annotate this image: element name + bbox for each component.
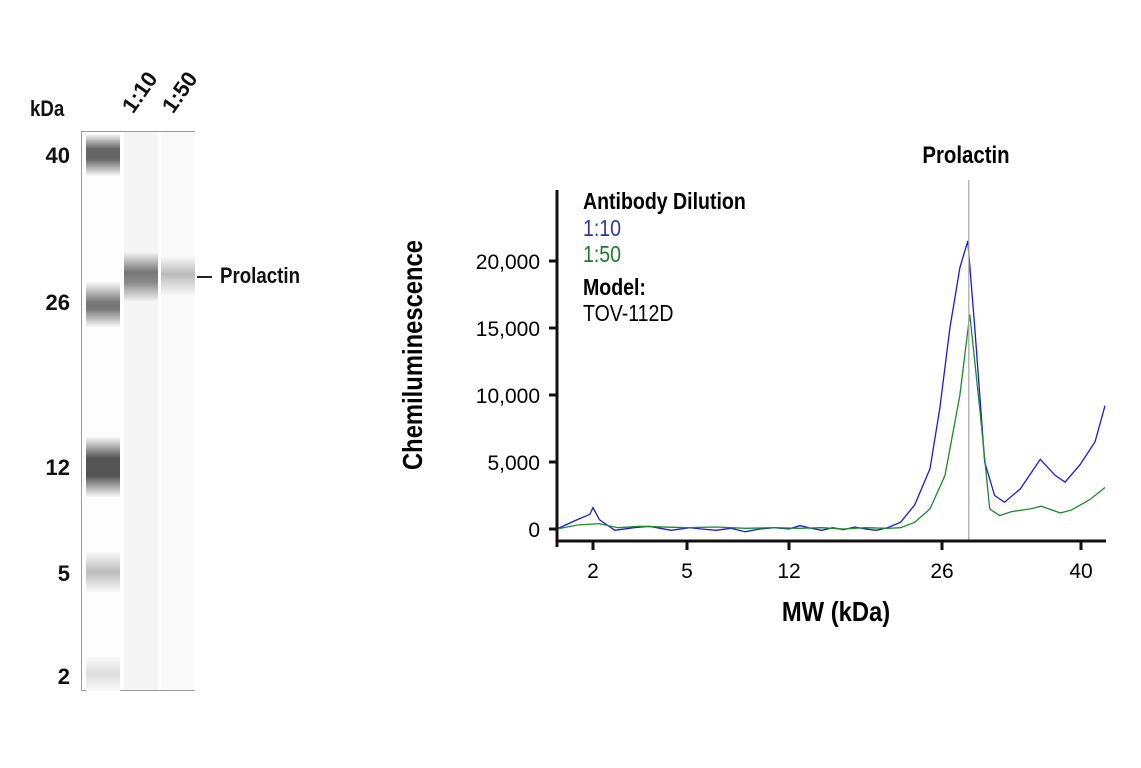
- ladder-band-12: [86, 437, 120, 497]
- marker-26: 26: [45, 290, 70, 315]
- x-tick-label: 40: [1069, 560, 1092, 583]
- prolactin-band-1-10: [124, 252, 158, 302]
- marker-40: 40: [45, 143, 70, 168]
- marker-2: 2: [57, 664, 70, 689]
- ladder-band-5: [86, 552, 120, 592]
- y-tick-label: 20,000: [476, 251, 540, 274]
- x-tick-label: 26: [930, 560, 953, 583]
- chart-title: Prolactin: [922, 141, 1009, 168]
- ladder-band-40: [86, 134, 120, 176]
- prolactin-band-1-50: [161, 256, 195, 296]
- gel-unit-label: kDa: [30, 96, 65, 121]
- prolactin-pointer-line: [197, 276, 212, 278]
- x-tick-label: 2: [587, 560, 599, 583]
- ladder-lane: [86, 132, 120, 691]
- prolactin-gel-label: Prolactin: [220, 263, 301, 288]
- legend-entry-1-50: 1:50: [583, 242, 621, 268]
- sample-lane-1-10: [124, 132, 158, 690]
- y-tick-label: 5,000: [487, 452, 540, 475]
- x-axis-label: MW (kDa): [782, 595, 890, 627]
- marker-5: 5: [57, 561, 70, 586]
- legend: Antibody Dilution 1:10 1:50 Model: TOV-1…: [583, 189, 746, 327]
- ladder-band-2: [86, 657, 120, 691]
- legend-entry-1-10: 1:10: [583, 216, 621, 242]
- y-tick-label: 15,000: [476, 318, 540, 341]
- gel-image: [81, 131, 195, 691]
- legend-model-label: Model:: [583, 275, 646, 301]
- legend-title: Antibody Dilution: [583, 189, 746, 215]
- x-tick-label: 12: [777, 560, 800, 583]
- marker-12: 12: [45, 455, 70, 480]
- sample-lane-1-50: [161, 132, 195, 690]
- legend-model-value: TOV-112D: [583, 301, 673, 327]
- y-tick-label: 0: [528, 519, 540, 542]
- series-line-1-50: [556, 314, 1106, 530]
- y-axis-label: Chemiluminescence: [396, 240, 428, 470]
- x-tick-label: 5: [681, 560, 693, 583]
- y-tick-label: 10,000: [476, 385, 540, 408]
- ladder-band-26: [86, 282, 120, 327]
